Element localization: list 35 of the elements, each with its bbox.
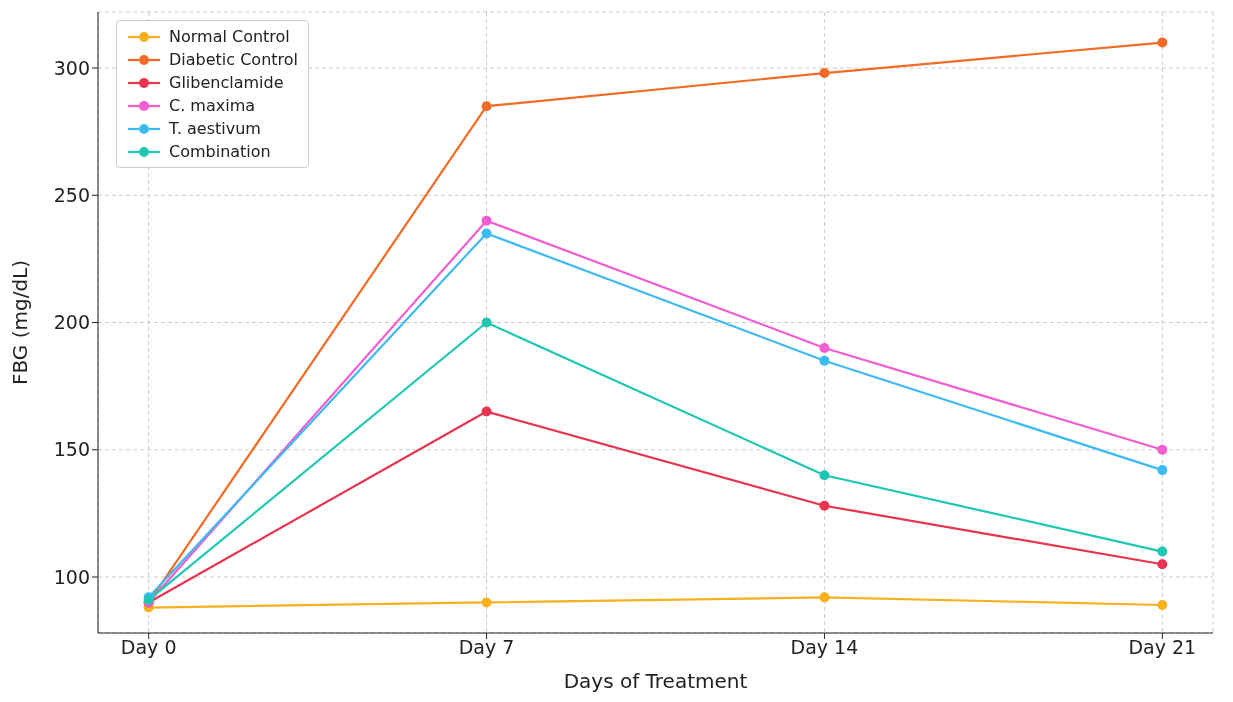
point xyxy=(1157,546,1168,557)
legend-label: C. maxima xyxy=(169,95,256,117)
point xyxy=(819,342,830,353)
x-tick-label: Day 14 xyxy=(790,636,859,659)
x-tick-label: Day 7 xyxy=(458,636,515,659)
y-tick-label: 150 xyxy=(53,438,90,461)
point xyxy=(1157,465,1168,476)
x-tick-label: Day 0 xyxy=(120,636,177,659)
point xyxy=(481,215,492,226)
x-axis-title: Days of Treatment xyxy=(563,669,748,693)
legend-label: T. aestivum xyxy=(169,118,261,140)
point xyxy=(1157,444,1168,455)
point xyxy=(481,228,492,239)
point xyxy=(481,406,492,417)
y-tick-label: 250 xyxy=(53,183,90,206)
point xyxy=(1157,559,1168,570)
point xyxy=(819,592,830,603)
point xyxy=(819,68,830,79)
point xyxy=(819,470,830,481)
point xyxy=(481,101,492,112)
legend-label: Normal Control xyxy=(169,26,290,48)
point xyxy=(481,317,492,328)
point xyxy=(1157,37,1168,48)
y-tick-label: 100 xyxy=(53,565,90,588)
point xyxy=(481,597,492,608)
legend-label: Glibenclamide xyxy=(169,72,284,94)
point xyxy=(1157,600,1168,610)
legend-label: Diabetic Control xyxy=(169,49,299,71)
point xyxy=(819,355,830,366)
x-tick-label: Day 21 xyxy=(1128,636,1197,659)
y-tick-label: 200 xyxy=(53,311,90,334)
y-axis-title: FBG (mg/dL) xyxy=(8,259,33,386)
y-tick-label: 300 xyxy=(53,56,90,79)
legend-label: Combination xyxy=(169,141,271,163)
point xyxy=(819,500,830,511)
